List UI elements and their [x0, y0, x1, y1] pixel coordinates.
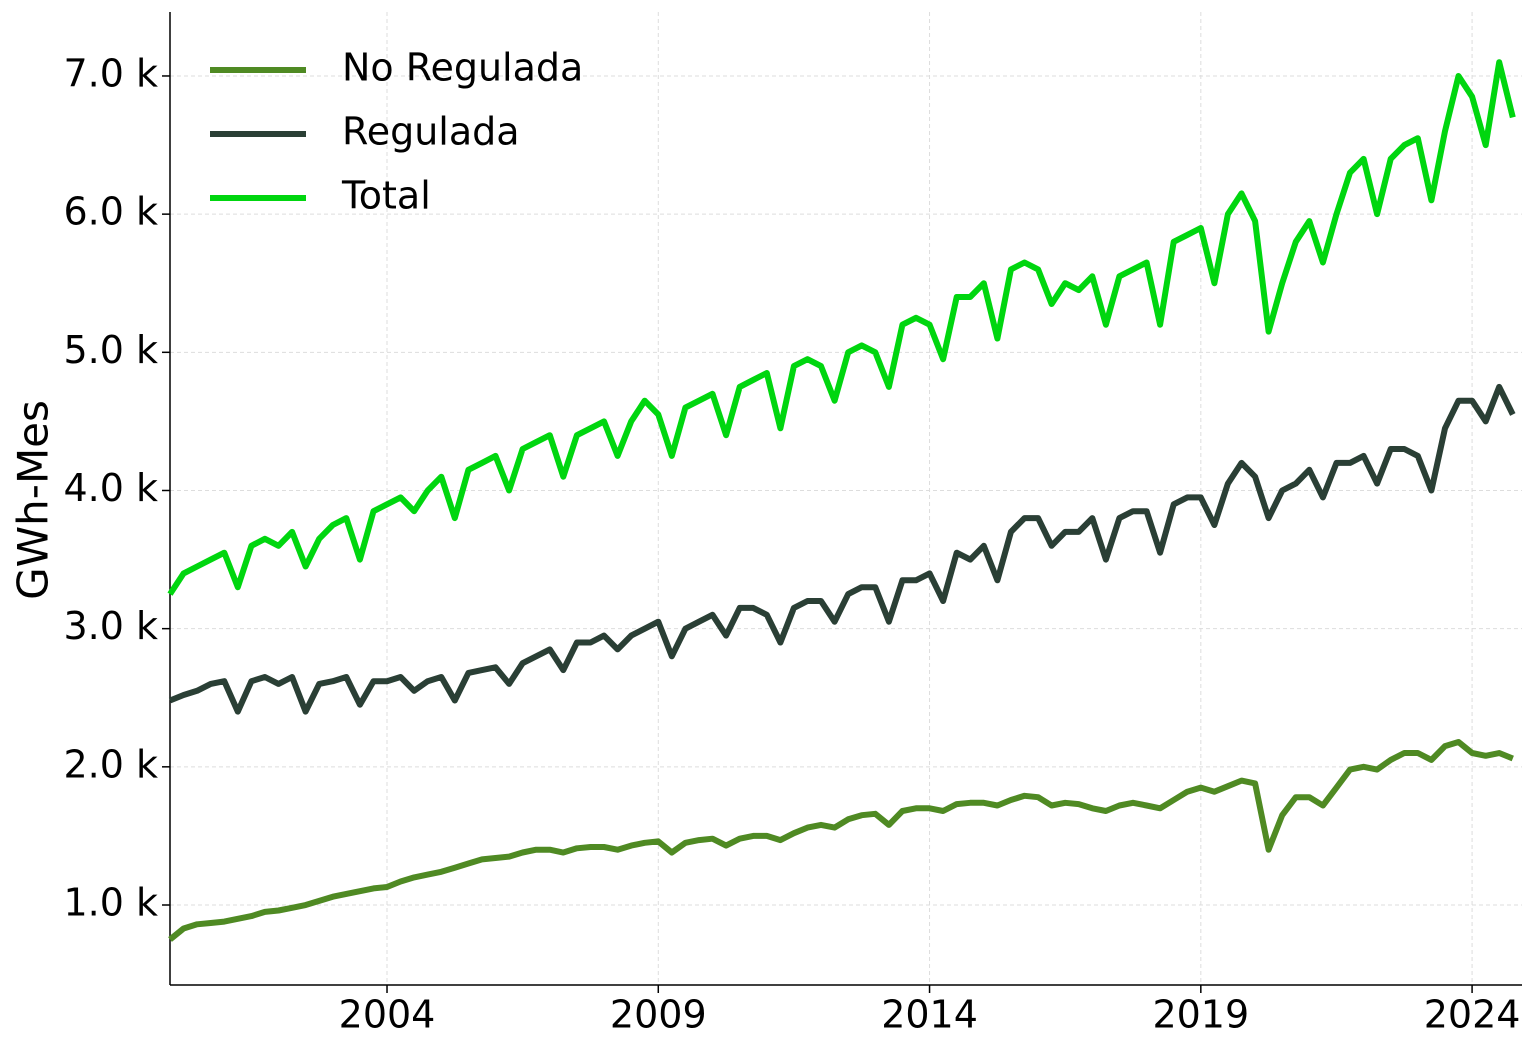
y-tick-label: 3.0 k [63, 604, 158, 648]
x-tick-label: 2019 [1152, 993, 1249, 1037]
y-tick-label: 4.0 k [63, 466, 158, 510]
legend-label: Regulada [342, 110, 520, 154]
x-tick-label: 2004 [339, 993, 436, 1037]
y-tick-label: 5.0 k [63, 328, 158, 372]
series-line [167, 59, 1516, 596]
x-tick-label: 2024 [1424, 993, 1521, 1037]
y-axis-label: GWh-Mes [9, 400, 58, 600]
series-line [168, 383, 1516, 715]
legend-label: Total [341, 174, 431, 218]
y-tick-label: 2.0 k [63, 742, 158, 786]
y-tick-label: 6.0 k [63, 190, 158, 234]
y-tick-label: 1.0 k [63, 880, 158, 924]
x-tick-label: 2014 [881, 993, 978, 1037]
series-line [168, 739, 1514, 942]
x-tick-label: 2009 [610, 993, 707, 1037]
legend-label: No Regulada [342, 46, 583, 90]
y-tick-label: 7.0 k [63, 51, 158, 95]
